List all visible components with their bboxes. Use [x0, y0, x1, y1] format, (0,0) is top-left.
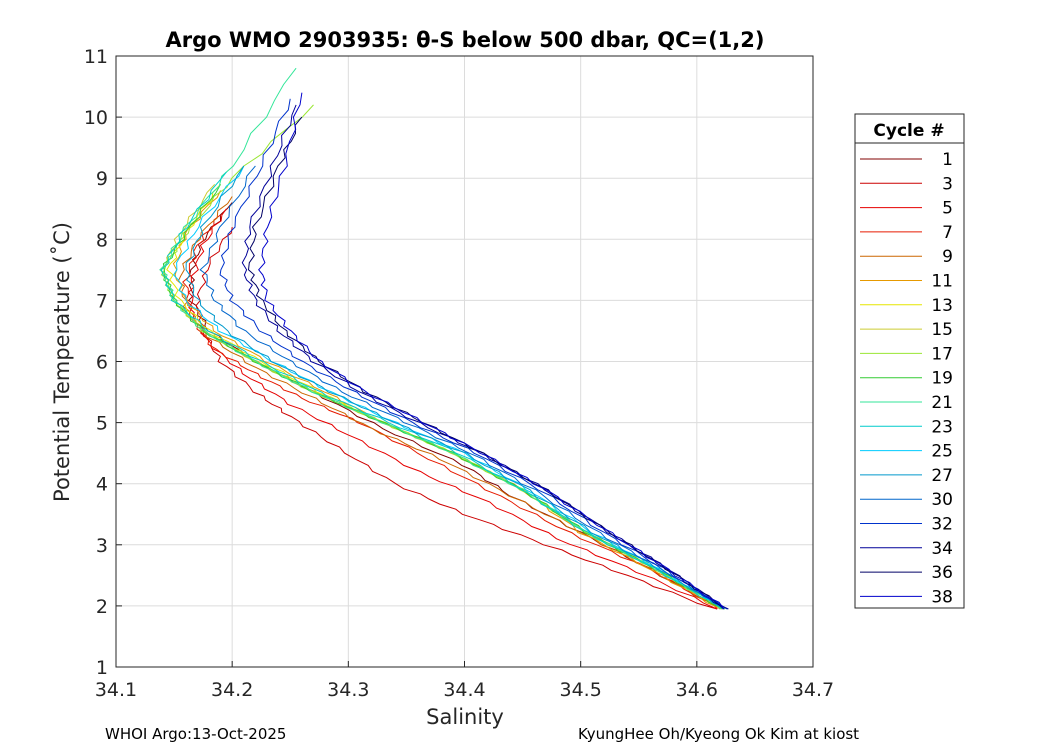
series-line-cycle-17: [160, 104, 726, 610]
footer-credit: KyungHee Oh/Kyeong Ok Kim at kiost: [578, 725, 860, 743]
y-tick-label: 3: [96, 535, 108, 557]
legend-label-cycle-23: 23: [931, 417, 953, 437]
y-tick-label: 10: [84, 107, 108, 129]
x-axis-ticks: 34.1 34.2 34.3 34.4 34.5 34.6 34.7: [95, 661, 834, 701]
series-line-cycle-5: [187, 208, 718, 610]
legend-label-cycle-1: 1: [942, 150, 953, 170]
legend-label-cycle-5: 5: [942, 199, 953, 219]
x-tick-label: 34.6: [676, 679, 718, 701]
chart-title: Argo WMO 2903935: θ-S below 500 dbar, QC…: [166, 28, 765, 52]
y-axis-label: Potential Temperature (˚C): [50, 222, 74, 502]
y-tick-label: 5: [96, 413, 108, 435]
legend-label-cycle-15: 15: [931, 320, 953, 340]
legend-label-cycle-30: 30: [931, 490, 953, 510]
y-tick-label: 1: [96, 657, 108, 679]
footer-source: WHOI Argo:13-Oct-2025: [105, 725, 287, 743]
legend-label-cycle-34: 34: [931, 539, 953, 559]
series-line-cycle-36: [247, 116, 725, 610]
legend-label-cycle-36: 36: [931, 563, 953, 583]
legend-label-cycle-38: 38: [931, 587, 953, 607]
x-tick-label: 34.7: [792, 679, 834, 701]
y-tick-label: 9: [96, 168, 108, 190]
series-line-cycle-7: [182, 214, 718, 610]
legend-label-cycle-27: 27: [931, 466, 953, 486]
series-line-cycle-21: [159, 67, 722, 610]
legend-label-cycle-19: 19: [931, 369, 953, 389]
y-axis-ticks: 1 2 3 4 5 6 7 8 9 10 11: [84, 46, 122, 679]
y-tick-label: 4: [96, 474, 108, 496]
legend-label-cycle-13: 13: [931, 296, 953, 316]
legend-label-cycle-32: 32: [931, 515, 953, 535]
legend-label-cycle-7: 7: [942, 223, 953, 243]
legend-label-cycle-3: 3: [942, 174, 953, 194]
series-line-cycle-27: [185, 165, 725, 610]
y-tick-label: 11: [84, 46, 108, 68]
legend-label-cycle-25: 25: [931, 442, 953, 462]
legend-title: Cycle #: [873, 121, 944, 141]
legend-label-cycle-9: 9: [942, 247, 953, 267]
series-line-cycle-23: [160, 171, 724, 610]
x-tick-label: 34.2: [211, 679, 253, 701]
legend-label-cycle-17: 17: [931, 344, 953, 364]
x-axis-label: Salinity: [426, 705, 504, 729]
x-tick-label: 34.1: [95, 679, 137, 701]
series-line-cycle-9: [177, 196, 722, 610]
series-lines: [159, 67, 729, 610]
x-tick-label: 34.3: [327, 679, 369, 701]
x-tick-label: 34.4: [443, 679, 485, 701]
series-line-cycle-30: [199, 165, 724, 610]
y-tick-label: 2: [96, 596, 108, 618]
y-tick-label: 6: [96, 352, 108, 374]
x-tick-label: 34.5: [560, 679, 602, 701]
y-tick-label: 7: [96, 290, 108, 312]
y-tick-label: 8: [96, 229, 108, 251]
legend: Cycle # 13579111315171921232527303234363…: [854, 113, 965, 609]
legend-label-cycle-11: 11: [931, 272, 953, 292]
series-line-cycle-38: [258, 92, 725, 610]
legend-box: [854, 113, 965, 609]
series-line-cycle-32: [219, 98, 728, 610]
legend-label-cycle-21: 21: [931, 393, 953, 413]
